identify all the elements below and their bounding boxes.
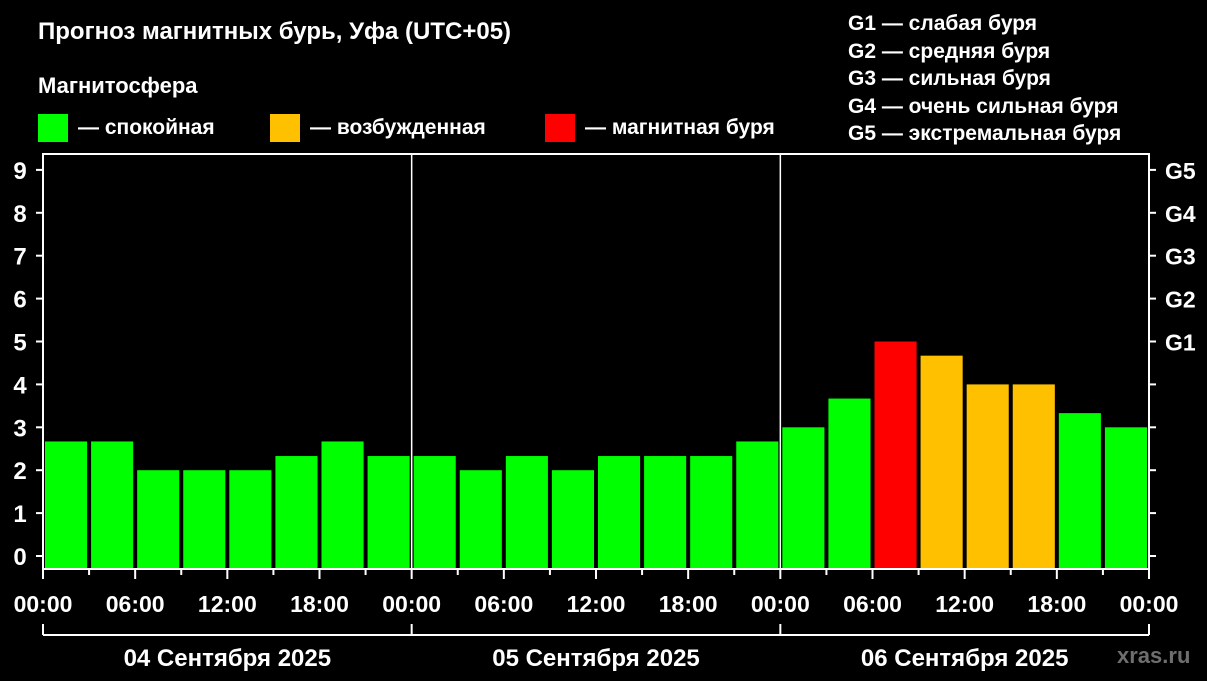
kp-bar-10 — [505, 456, 548, 569]
storm-level-g3: G3 — сильная буря — [848, 67, 1051, 90]
kp-bar-9 — [459, 470, 502, 569]
kp-bar-18 — [874, 341, 917, 569]
right-tick-label-g5: G5 — [1165, 158, 1196, 184]
y-tick-label-9: 9 — [13, 158, 26, 185]
legend-header: Магнитосфера — [38, 73, 198, 98]
day-label-1: 05 Сентября 2025 — [492, 645, 700, 672]
kp-bar-17 — [828, 398, 871, 569]
legend-swatch-excited — [270, 114, 300, 142]
kp-bar-19 — [920, 355, 963, 569]
x-tick-label-1: 06:00 — [106, 591, 165, 617]
legend-item-excited: — возбужденная — [270, 114, 486, 142]
kp-bar-4 — [229, 470, 272, 569]
kp-bar-0 — [45, 441, 88, 569]
legend-label-excited: — возбужденная — [310, 116, 486, 139]
y-tick-label-7: 7 — [13, 244, 26, 271]
x-tick-label-5: 06:00 — [474, 591, 533, 617]
kp-bar-3 — [183, 470, 226, 569]
y-tick-label-6: 6 — [13, 287, 26, 314]
storm-level-g2: G2 — средняя буря — [848, 39, 1051, 63]
kp-bar-20 — [966, 384, 1009, 569]
legend-swatch-calm — [38, 114, 68, 142]
kp-bar-5 — [275, 456, 318, 569]
x-tick-label-6: 12:00 — [567, 591, 626, 617]
x-tick-label-0: 00:00 — [14, 591, 73, 617]
right-tick-label-g4: G4 — [1165, 201, 1196, 227]
x-tick-label-7: 18:00 — [659, 591, 718, 617]
x-tick-label-9: 06:00 — [843, 591, 902, 617]
kp-bar-12 — [598, 456, 641, 569]
kp-bar-7 — [367, 456, 410, 569]
legend-label-calm: — спокойная — [78, 116, 215, 139]
legend-swatch-storm — [545, 114, 575, 142]
x-tick-label-10: 12:00 — [935, 591, 994, 617]
legend-item-calm: — спокойная — [38, 114, 215, 142]
right-tick-label-g2: G2 — [1165, 287, 1196, 313]
x-tick-label-8: 00:00 — [751, 591, 810, 617]
y-tick-label-8: 8 — [13, 201, 26, 228]
y-tick-label-2: 2 — [13, 458, 26, 485]
kp-bar-1 — [91, 441, 134, 569]
kp-bar-15 — [736, 441, 779, 569]
storm-level-g4: G4 — очень сильная буря — [848, 94, 1119, 118]
kp-bar-2 — [137, 470, 180, 569]
kp-bar-11 — [551, 470, 594, 569]
kp-bar-13 — [644, 456, 687, 569]
x-tick-label-2: 12:00 — [198, 591, 257, 617]
kp-bar-8 — [413, 456, 456, 569]
storm-level-g5: G5 — экстремальная буря — [848, 122, 1122, 145]
day-label-0: 04 Сентября 2025 — [124, 645, 332, 672]
kp-bar-16 — [782, 427, 825, 569]
right-tick-label-g3: G3 — [1165, 244, 1196, 270]
kp-bar-23 — [1104, 427, 1147, 569]
x-tick-label-11: 18:00 — [1027, 591, 1086, 617]
y-tick-label-5: 5 — [13, 330, 26, 357]
x-tick-label-12: 00:00 — [1120, 591, 1179, 617]
watermark: xras.ru — [1117, 643, 1191, 668]
kp-bar-22 — [1058, 413, 1101, 569]
x-tick-label-3: 18:00 — [290, 591, 349, 617]
x-tick-label-4: 00:00 — [382, 591, 441, 617]
y-tick-label-4: 4 — [13, 372, 27, 399]
chart-title: Прогноз магнитных бурь, Уфа (UTC+05) — [38, 18, 512, 45]
y-tick-label-3: 3 — [13, 415, 26, 442]
legend-label-storm: — магнитная буря — [585, 116, 775, 139]
day-label-2: 06 Сентября 2025 — [861, 645, 1069, 672]
storm-level-list: G1 — слабая буря G2 — средняя буря G3 — … — [848, 10, 1121, 148]
kp-bar-21 — [1012, 384, 1055, 569]
kp-bar-6 — [321, 441, 364, 569]
legend-item-storm: — магнитная буря — [545, 114, 775, 142]
y-tick-label-0: 0 — [13, 544, 26, 571]
storm-level-g1: G1 — слабая буря — [848, 12, 1038, 35]
kp-bar-14 — [690, 456, 733, 569]
y-tick-label-1: 1 — [13, 501, 26, 528]
right-tick-label-g1: G1 — [1165, 330, 1196, 356]
